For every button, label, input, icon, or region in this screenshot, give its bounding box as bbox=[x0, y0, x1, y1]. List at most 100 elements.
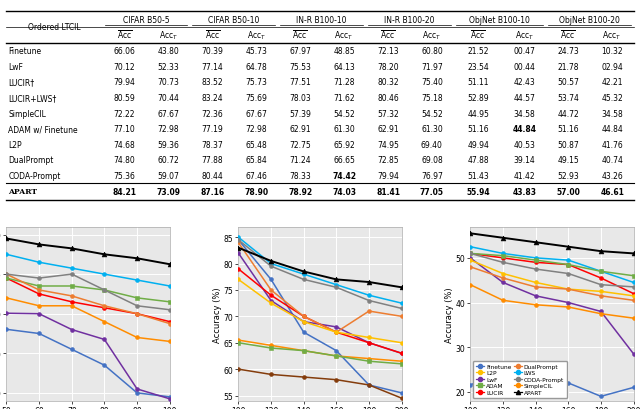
Y-axis label: Accuracy (%): Accuracy (%) bbox=[213, 286, 222, 342]
Text: 57.32: 57.32 bbox=[377, 109, 399, 118]
Text: 75.18: 75.18 bbox=[421, 94, 443, 103]
Text: 52.89: 52.89 bbox=[467, 94, 489, 103]
Text: 78.33: 78.33 bbox=[289, 172, 311, 181]
Text: 51.16: 51.16 bbox=[467, 125, 489, 134]
Text: 50.57: 50.57 bbox=[557, 78, 579, 87]
Text: 49.94: 49.94 bbox=[467, 140, 489, 149]
Text: 70.44: 70.44 bbox=[157, 94, 179, 103]
Text: 40.74: 40.74 bbox=[601, 156, 623, 165]
Text: $\mathrm{Acc}_T$: $\mathrm{Acc}_T$ bbox=[602, 29, 622, 42]
Text: 65.48: 65.48 bbox=[245, 140, 267, 149]
Text: CIFAR B50-10: CIFAR B50-10 bbox=[208, 16, 260, 25]
Text: Finetune: Finetune bbox=[8, 47, 42, 56]
Text: 43.26: 43.26 bbox=[601, 172, 623, 181]
Text: 34.58: 34.58 bbox=[513, 109, 535, 118]
Text: 71.24: 71.24 bbox=[289, 156, 311, 165]
Text: 60.72: 60.72 bbox=[157, 156, 179, 165]
Text: $\mathrm{Acc}_T$: $\mathrm{Acc}_T$ bbox=[335, 29, 354, 42]
Text: 72.75: 72.75 bbox=[289, 140, 311, 149]
Text: 44.84: 44.84 bbox=[513, 125, 536, 134]
Text: $\overline{\mathrm{Acc}}$: $\overline{\mathrm{Acc}}$ bbox=[116, 30, 132, 42]
Text: 73.09: 73.09 bbox=[157, 187, 180, 196]
Text: 52.93: 52.93 bbox=[557, 172, 579, 181]
Text: 72.85: 72.85 bbox=[377, 156, 399, 165]
Text: 41.42: 41.42 bbox=[513, 172, 535, 181]
Text: 81.41: 81.41 bbox=[376, 187, 400, 196]
Text: $\overline{\mathrm{Acc}}$: $\overline{\mathrm{Acc}}$ bbox=[205, 30, 220, 42]
Text: 00.44: 00.44 bbox=[513, 63, 535, 72]
Text: 24.73: 24.73 bbox=[557, 47, 579, 56]
Text: 67.46: 67.46 bbox=[245, 172, 268, 181]
Text: $\overline{\mathrm{Acc}}$: $\overline{\mathrm{Acc}}$ bbox=[292, 30, 308, 42]
Text: 72.22: 72.22 bbox=[114, 109, 135, 118]
Text: $\overline{\mathrm{Acc}}$: $\overline{\mathrm{Acc}}$ bbox=[470, 30, 486, 42]
Text: 43.83: 43.83 bbox=[513, 187, 536, 196]
Text: 80.46: 80.46 bbox=[377, 94, 399, 103]
Text: 77.88: 77.88 bbox=[202, 156, 223, 165]
Text: 10.32: 10.32 bbox=[602, 47, 623, 56]
Text: 77.51: 77.51 bbox=[289, 78, 311, 87]
Legend: Finetune, L2P, LwF, ADAM, LUCIR, DualPrompt, LWS, CODA-Prompt, SimpleCIL, APART: Finetune, L2P, LwF, ADAM, LUCIR, DualPro… bbox=[473, 361, 567, 398]
Text: 72.98: 72.98 bbox=[246, 125, 267, 134]
Text: 47.88: 47.88 bbox=[467, 156, 489, 165]
Text: 60.80: 60.80 bbox=[421, 47, 443, 56]
Text: 71.28: 71.28 bbox=[333, 78, 355, 87]
Text: 44.72: 44.72 bbox=[557, 109, 579, 118]
Text: 78.92: 78.92 bbox=[288, 187, 312, 196]
Text: 77.19: 77.19 bbox=[202, 125, 223, 134]
Y-axis label: Accuracy (%): Accuracy (%) bbox=[445, 286, 454, 342]
Text: 67.97: 67.97 bbox=[289, 47, 311, 56]
Text: 41.76: 41.76 bbox=[601, 140, 623, 149]
Text: 78.37: 78.37 bbox=[202, 140, 223, 149]
Text: Ordered LTCIL: Ordered LTCIL bbox=[28, 23, 81, 32]
Text: 65.92: 65.92 bbox=[333, 140, 355, 149]
Text: 67.67: 67.67 bbox=[245, 109, 268, 118]
Text: LUCIR†: LUCIR† bbox=[8, 78, 35, 87]
Text: 84.21: 84.21 bbox=[113, 187, 136, 196]
Text: 62.91: 62.91 bbox=[289, 125, 311, 134]
Text: CIFAR B50-5: CIFAR B50-5 bbox=[123, 16, 170, 25]
Text: 78.03: 78.03 bbox=[289, 94, 311, 103]
Text: $\mathrm{Acc}_T$: $\mathrm{Acc}_T$ bbox=[422, 29, 442, 42]
Text: 80.44: 80.44 bbox=[202, 172, 223, 181]
Text: 02.94: 02.94 bbox=[601, 63, 623, 72]
Text: 77.05: 77.05 bbox=[420, 187, 444, 196]
Text: 55.94: 55.94 bbox=[467, 187, 490, 196]
Text: 49.15: 49.15 bbox=[557, 156, 579, 165]
Text: 77.14: 77.14 bbox=[202, 63, 223, 72]
Text: 75.40: 75.40 bbox=[421, 78, 443, 87]
Text: DualPrompt: DualPrompt bbox=[8, 156, 54, 165]
Text: 59.07: 59.07 bbox=[157, 172, 179, 181]
Text: 42.43: 42.43 bbox=[513, 78, 535, 87]
Text: 75.53: 75.53 bbox=[289, 63, 311, 72]
Text: 59.36: 59.36 bbox=[157, 140, 179, 149]
Text: 43.80: 43.80 bbox=[157, 47, 179, 56]
Text: 40.53: 40.53 bbox=[513, 140, 535, 149]
Text: IN-R B100-20: IN-R B100-20 bbox=[384, 16, 435, 25]
Text: 54.52: 54.52 bbox=[333, 109, 355, 118]
Text: 75.73: 75.73 bbox=[245, 78, 268, 87]
Text: 72.13: 72.13 bbox=[377, 47, 399, 56]
Text: 46.61: 46.61 bbox=[600, 187, 624, 196]
Text: 51.43: 51.43 bbox=[467, 172, 489, 181]
Text: 70.39: 70.39 bbox=[202, 47, 223, 56]
Text: LwF: LwF bbox=[8, 63, 23, 72]
Text: 83.24: 83.24 bbox=[202, 94, 223, 103]
Text: ObjNet B100-10: ObjNet B100-10 bbox=[469, 16, 530, 25]
Text: 53.74: 53.74 bbox=[557, 94, 579, 103]
Text: L2P: L2P bbox=[8, 140, 22, 149]
Text: 42.21: 42.21 bbox=[602, 78, 623, 87]
Text: 23.54: 23.54 bbox=[467, 63, 489, 72]
Text: 75.69: 75.69 bbox=[245, 94, 268, 103]
Text: 61.30: 61.30 bbox=[333, 125, 355, 134]
Text: 74.03: 74.03 bbox=[332, 187, 356, 196]
Text: 44.95: 44.95 bbox=[467, 109, 489, 118]
Text: 66.06: 66.06 bbox=[114, 47, 136, 56]
Text: 70.73: 70.73 bbox=[157, 78, 179, 87]
Text: 64.78: 64.78 bbox=[245, 63, 267, 72]
Text: 44.57: 44.57 bbox=[513, 94, 535, 103]
Text: $\overline{\mathrm{Acc}}$: $\overline{\mathrm{Acc}}$ bbox=[561, 30, 576, 42]
Text: 76.97: 76.97 bbox=[421, 172, 443, 181]
Text: 72.98: 72.98 bbox=[157, 125, 179, 134]
Text: 34.58: 34.58 bbox=[601, 109, 623, 118]
